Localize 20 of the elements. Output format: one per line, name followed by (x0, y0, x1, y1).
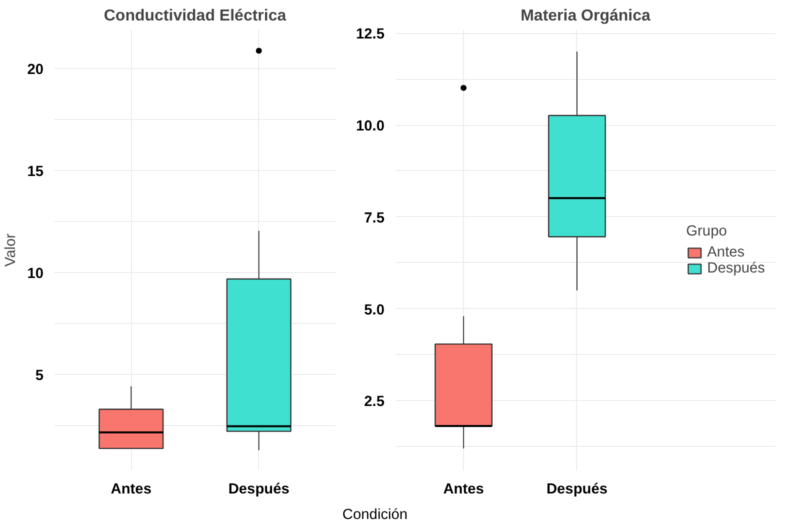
x-axis-title: Condición (342, 506, 408, 525)
y-tick-label: 5 (35, 368, 44, 384)
legend-label: Después (707, 260, 765, 276)
y-tick-label: 7.5 (364, 210, 384, 226)
x-tick-label: Antes (443, 482, 484, 498)
y-tick-label: 10.0 (356, 118, 385, 135)
legend-title: Grupo (686, 223, 728, 239)
legend-label: Antes (707, 244, 745, 260)
y-tick-label: 5.0 (364, 302, 384, 318)
y-axis-title: Valor (3, 233, 20, 267)
x-tick-label: Antes (110, 482, 152, 498)
y-tick-label: 10 (27, 266, 44, 282)
y-tick-label: 2.5 (364, 394, 384, 410)
y-tick-label: 20 (27, 62, 44, 78)
y-tick-label: 15 (27, 164, 44, 180)
chart-title: Materia Orgánica (520, 8, 651, 24)
x-tick-label: Después (228, 482, 290, 498)
chart-title: Conductividad Eléctrica (104, 8, 286, 24)
y-tick-label: 12.5 (356, 26, 385, 43)
x-tick-label: Después (546, 482, 608, 498)
